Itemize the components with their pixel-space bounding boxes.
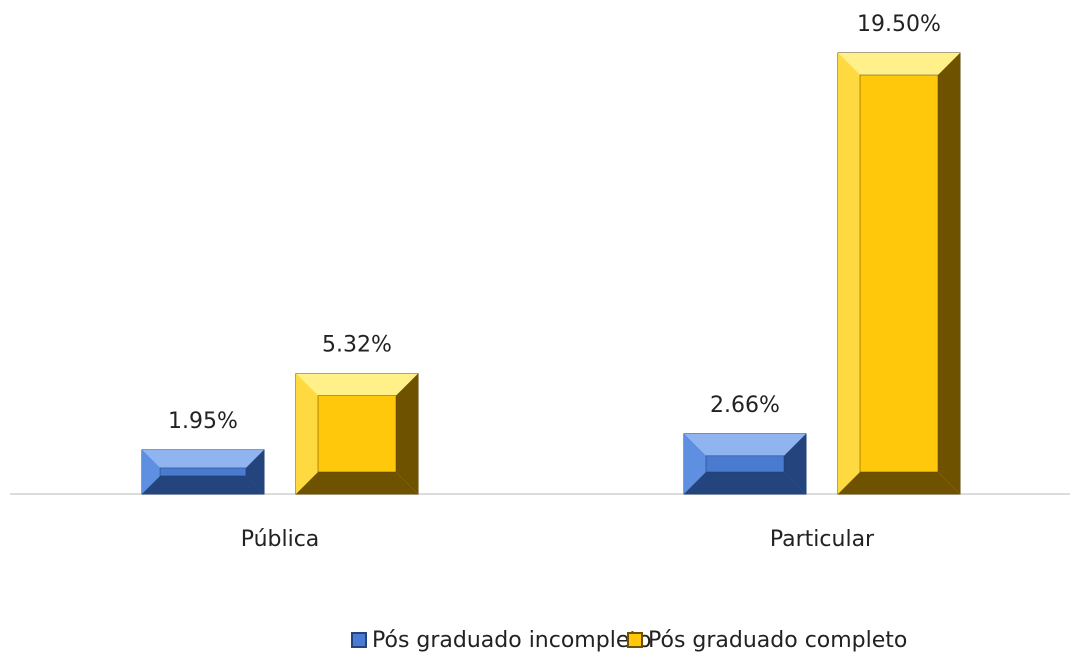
data-label: 1.95% — [168, 409, 238, 434]
bevel — [142, 449, 161, 494]
bar-face — [859, 74, 939, 473]
bar-face — [159, 467, 247, 477]
bevel — [142, 475, 264, 494]
legend-label: Pós graduado completo — [648, 628, 907, 653]
bevel — [296, 472, 418, 494]
x-tick-label: Particular — [770, 527, 875, 552]
legend-label: Pós graduado incompleto — [372, 628, 651, 653]
legend-swatch — [351, 632, 367, 648]
bevel — [684, 472, 806, 494]
bevel — [684, 433, 706, 494]
bevel — [838, 53, 960, 75]
legend-swatch — [627, 632, 643, 648]
data-label: 5.32% — [322, 333, 392, 358]
x-tick-label: Pública — [241, 527, 320, 552]
bevel — [245, 449, 264, 494]
bevel — [142, 449, 264, 468]
bevel — [838, 53, 860, 494]
bevel — [838, 472, 960, 494]
bevel — [296, 373, 418, 396]
bevel — [684, 433, 806, 456]
bevel — [938, 53, 960, 494]
bevel — [296, 373, 318, 494]
data-label: 19.50% — [857, 12, 941, 37]
bar-face — [317, 395, 397, 473]
data-label: 2.66% — [710, 393, 780, 418]
bevel — [784, 433, 806, 494]
bevel — [396, 373, 418, 494]
bar-face — [705, 455, 785, 473]
